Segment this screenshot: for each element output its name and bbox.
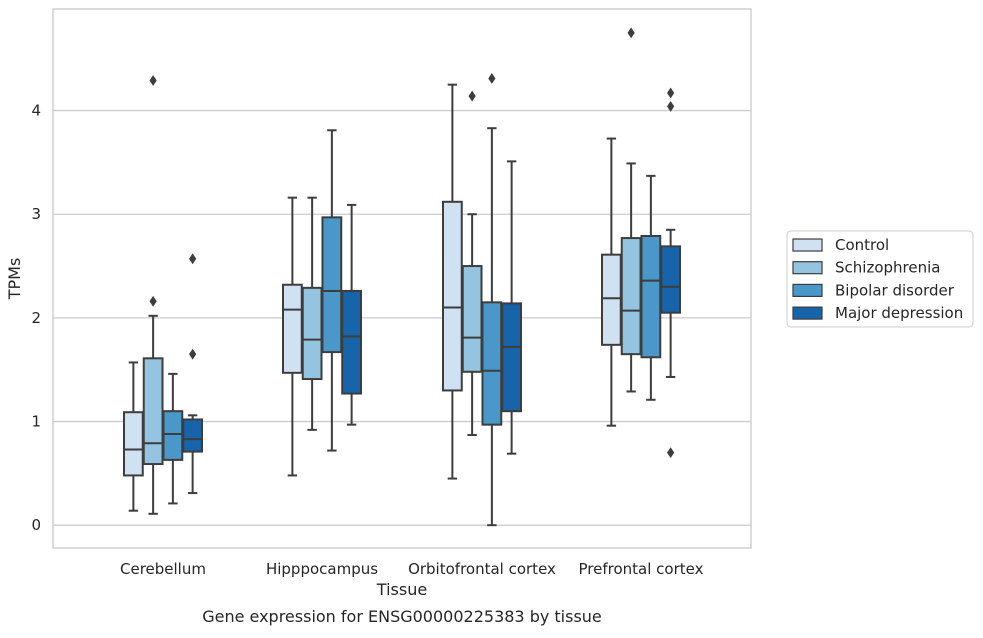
- box-iqr: [301, 286, 323, 381]
- outlier-point: [667, 101, 675, 112]
- x-axis-label: Tissue: [376, 580, 427, 599]
- y-tick-label: 2: [31, 309, 41, 327]
- box-iqr: [481, 301, 503, 426]
- plot-frame: [52, 8, 752, 549]
- y-axis-label: TPMs: [5, 258, 24, 301]
- box-iqr: [461, 265, 483, 373]
- outlier-point: [667, 87, 675, 99]
- legend: Control Schizophrenia Bipolar disorder Majo…: [786, 230, 974, 328]
- box-bipolar-disorder: [321, 129, 343, 452]
- box-schizophrenia: [142, 75, 164, 515]
- box-iqr: [162, 410, 184, 461]
- box-schizophrenia: [620, 27, 642, 393]
- outlier-point: [468, 90, 476, 102]
- box-control: [122, 361, 144, 512]
- box-iqr: [640, 235, 662, 359]
- outlier-point: [149, 75, 157, 86]
- box-control: [441, 83, 463, 480]
- legend-label: Major depression: [835, 304, 963, 322]
- legend-label: Control: [835, 236, 889, 254]
- box-iqr: [501, 302, 523, 413]
- box-schizophrenia: [461, 90, 483, 437]
- outlier-point: [189, 348, 197, 360]
- outlier-point: [667, 447, 675, 459]
- x-tick-labels: Cerebellum Hipppocampus Orbitofrontal cort…: [120, 560, 704, 578]
- box-bipolar-disorder: [162, 372, 184, 505]
- y-tick-label: 4: [31, 102, 41, 120]
- y-tick-label: 0: [31, 516, 41, 534]
- box-iqr: [441, 200, 463, 392]
- box-iqr: [142, 357, 164, 466]
- box-iqr: [600, 253, 622, 346]
- box-control: [600, 137, 622, 427]
- box-iqr: [321, 216, 343, 354]
- outlier-point: [189, 253, 197, 265]
- legend-label: Bipolar disorder: [835, 281, 955, 299]
- y-tick-label: 1: [31, 413, 41, 431]
- box-major-depression: [341, 203, 363, 426]
- box-iqr: [182, 418, 204, 453]
- box-series: [122, 27, 682, 527]
- chart-title: Gene expression for ENSG00000225383 by t…: [202, 607, 602, 626]
- box-bipolar-disorder: [481, 73, 503, 527]
- box-iqr: [660, 245, 682, 314]
- x-tick-label: Hipppocampus: [266, 560, 378, 578]
- box-major-depression: [660, 87, 682, 459]
- outlier-point: [149, 295, 157, 307]
- box-major-depression: [182, 253, 204, 495]
- legend-swatch: [792, 238, 823, 252]
- box-bipolar-disorder: [640, 174, 662, 401]
- x-tick-label: Prefrontal cortex: [579, 560, 704, 578]
- box-control: [281, 196, 303, 477]
- outlier-point: [627, 27, 635, 39]
- box-iqr: [620, 237, 642, 356]
- legend-frame: [786, 230, 974, 328]
- legend-swatch: [792, 306, 823, 320]
- y-tick-label: 3: [31, 205, 41, 223]
- box-iqr: [341, 289, 363, 395]
- y-tick-labels: 0 1 2 3 4: [31, 102, 41, 535]
- legend-swatch: [792, 283, 823, 297]
- box-schizophrenia: [301, 196, 323, 431]
- box-iqr: [281, 283, 303, 374]
- legend-swatch: [792, 261, 823, 275]
- legend-label: Schizophrenia: [835, 259, 940, 277]
- box-major-depression: [501, 160, 523, 455]
- x-tick-label: Cerebellum: [120, 560, 206, 578]
- outlier-point: [488, 73, 496, 84]
- x-tick-label: Orbitofrontal cortex: [408, 560, 556, 578]
- box-iqr: [122, 411, 144, 477]
